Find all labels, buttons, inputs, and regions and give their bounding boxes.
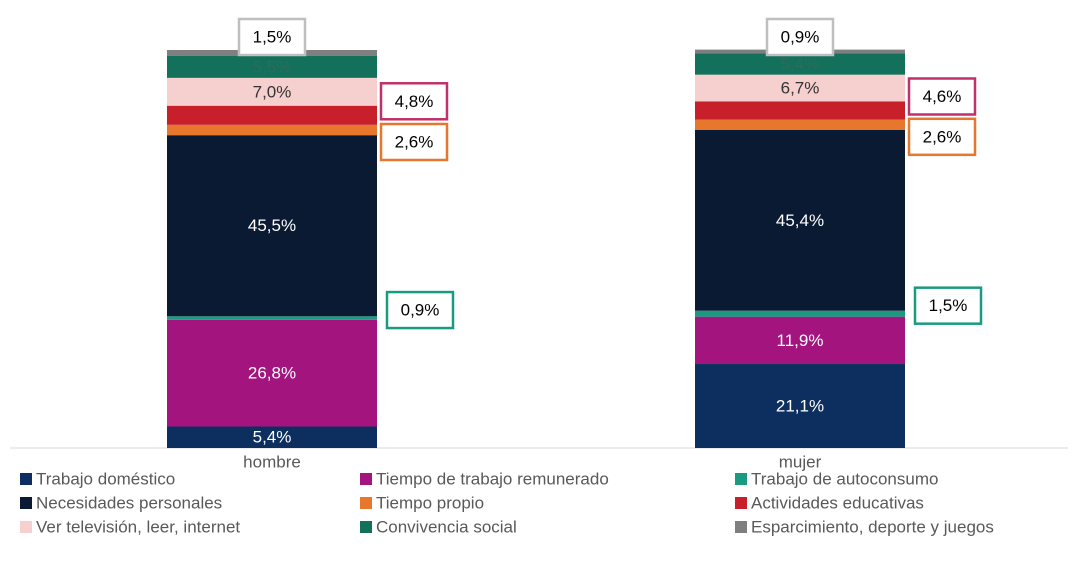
bar-segment	[695, 119, 905, 130]
data-label: 2,6%	[395, 132, 434, 151]
x-tick-label: hombre	[243, 452, 301, 471]
x-tick-label: mujer	[779, 452, 822, 471]
bar-segment	[695, 310, 905, 317]
bar-segment	[167, 105, 377, 125]
legend-label: Trabajo de autoconsumo	[751, 469, 938, 488]
legend-label: Tiempo de trabajo remunerado	[376, 469, 609, 488]
callout-box	[765, 17, 835, 57]
data-label: 4,6%	[923, 87, 962, 106]
legend-label: Trabajo doméstico	[36, 469, 175, 488]
callout-box	[379, 82, 449, 121]
bar-segment	[167, 319, 377, 427]
bar-segment	[167, 316, 377, 320]
legend-swatch	[20, 497, 32, 509]
bar-segment	[695, 129, 905, 311]
callout-box	[907, 117, 977, 157]
data-label: 21,1%	[776, 396, 824, 415]
legend-swatch	[735, 473, 747, 485]
data-label: 7,0%	[253, 82, 292, 101]
data-label: 1,5%	[253, 27, 292, 46]
bar-segment	[695, 53, 905, 75]
data-label: 5,5%	[253, 57, 292, 76]
legend-swatch	[360, 497, 372, 509]
callout-box	[385, 290, 455, 330]
data-label: 1,5%	[929, 296, 968, 315]
bar-segment	[167, 135, 377, 317]
legend-swatch	[360, 521, 372, 533]
data-label: 11,9%	[777, 331, 824, 350]
data-label: 2,6%	[923, 127, 962, 146]
data-label: 26,8%	[248, 364, 296, 383]
legend-swatch	[735, 521, 747, 533]
legend-swatch	[735, 497, 747, 509]
legend-swatch	[20, 521, 32, 533]
data-label: 5,4%	[253, 428, 292, 447]
data-label: 0,9%	[781, 27, 820, 46]
callout-box	[907, 77, 977, 116]
legend-label: Tiempo propio	[376, 493, 484, 512]
data-label: 5,4%	[781, 54, 820, 73]
data-label: 45,5%	[248, 216, 296, 235]
bar-segment	[695, 364, 905, 448]
callout-box	[913, 286, 983, 325]
bar-segment	[695, 74, 905, 102]
bar-segment	[695, 316, 905, 365]
bar-segment	[167, 124, 377, 136]
legend-label: Necesidades personales	[36, 493, 222, 512]
data-label: 6,7%	[781, 78, 820, 97]
legend-label: Actividades educativas	[751, 493, 924, 512]
data-label: 4,8%	[395, 92, 434, 111]
legend-label: Esparcimiento, deporte y juegos	[751, 517, 994, 536]
legend-label: Ver televisión, leer, internet	[36, 517, 240, 536]
data-label: 45,4%	[776, 211, 824, 230]
callout-box	[237, 17, 307, 57]
bar-segment	[167, 426, 377, 448]
callout-box	[379, 122, 449, 162]
bar-segment	[167, 55, 377, 78]
bar-segment	[695, 101, 905, 120]
legend-swatch	[360, 473, 372, 485]
legend-label: Convivencia social	[376, 517, 517, 536]
bar-segment	[167, 77, 377, 106]
legend-swatch	[20, 473, 32, 485]
data-label: 0,9%	[401, 301, 440, 320]
